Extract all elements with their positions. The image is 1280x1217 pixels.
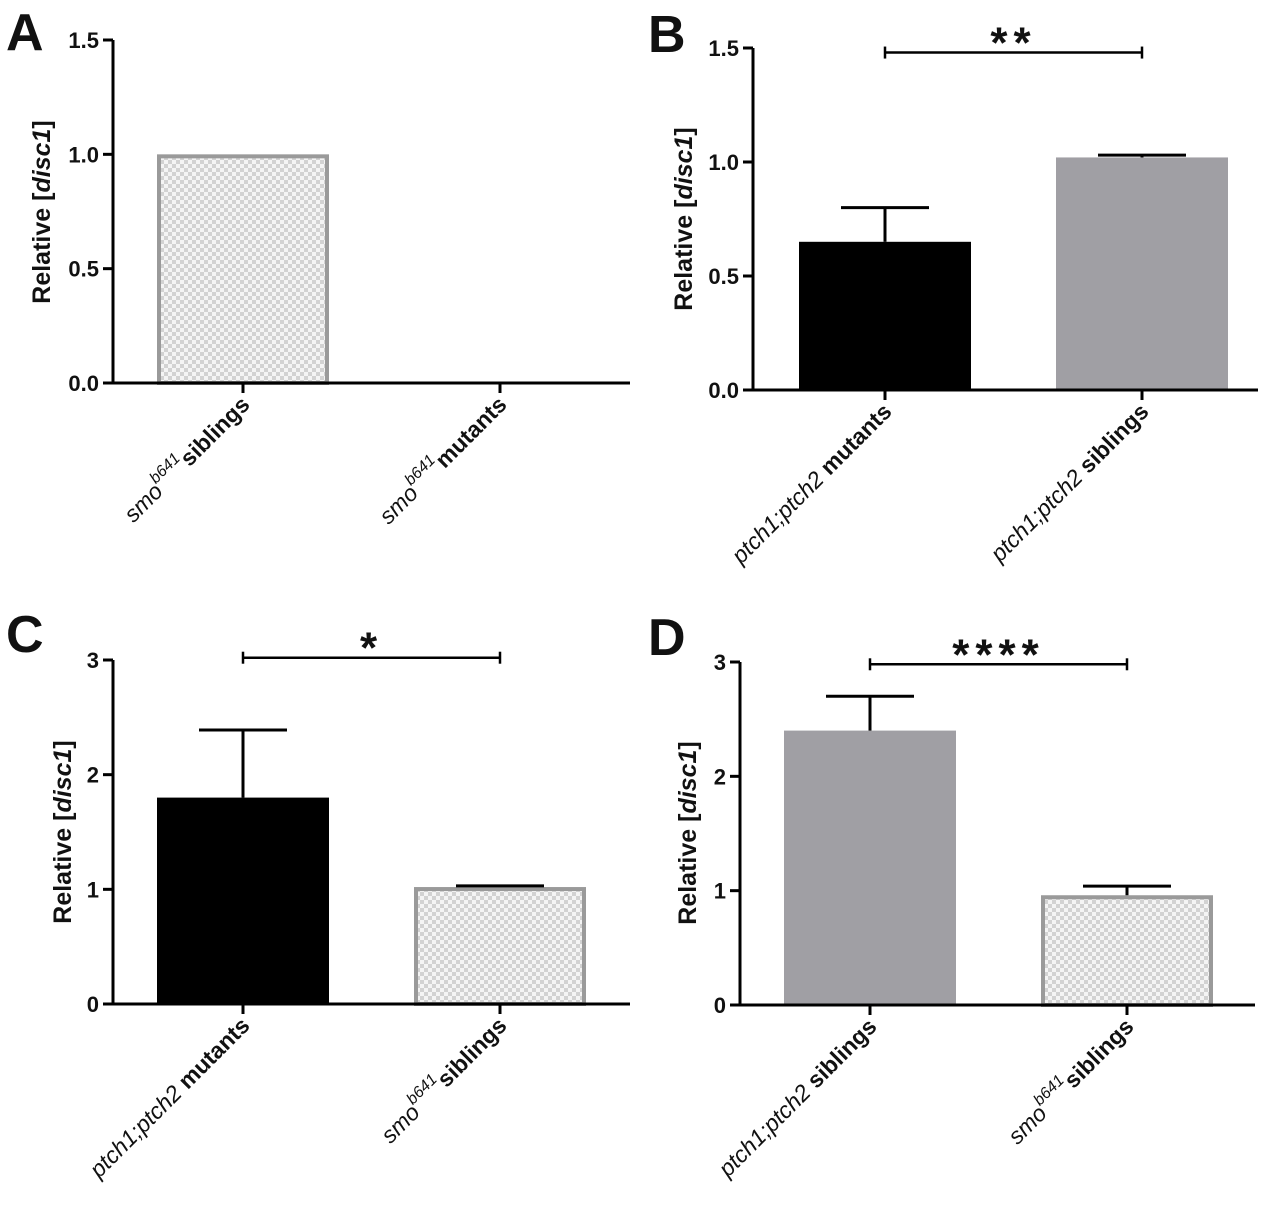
category-label: smob641 siblings: [373, 1009, 512, 1148]
y-tick-label: 0.0: [68, 371, 99, 396]
y-tick-label: 0.5: [708, 264, 739, 289]
bar: [414, 887, 586, 1006]
category-label: ptch1;ptch2 mutants: [726, 398, 897, 569]
y-axis-label: Relative [disc1]: [674, 741, 702, 924]
category-label: ptch1;ptch2 siblings: [984, 398, 1153, 567]
y-tick-label: 1: [714, 879, 726, 904]
panel-letter: C: [6, 606, 44, 664]
y-tick-label: 0: [714, 993, 726, 1018]
category-label: smob641 siblings: [1000, 1010, 1139, 1149]
y-tick-label: 0: [87, 992, 99, 1017]
panel-d: D 0 1 2 3 Relative [disc1] ptch1;ptch2 sibling…: [648, 609, 1255, 1182]
category-label: smob641 mutants: [371, 388, 512, 529]
y-tick-label: 3: [714, 650, 726, 675]
bar: [157, 154, 329, 385]
significance-label: **: [990, 19, 1036, 68]
y-tick-label: 1.0: [68, 142, 99, 167]
bar: [1056, 157, 1228, 390]
bar: [784, 730, 956, 1005]
bar: [1041, 895, 1213, 1007]
panel-b: B 0.0 0.5 1.0 1.5 Relative [disc1] ptch1;ptch2…: [648, 6, 1258, 569]
panel-c: C 0 1 2 3 Relative [disc1] ptch1;ptch2 mutants…: [6, 606, 630, 1183]
panel-letter: D: [648, 609, 686, 667]
y-tick-label: 1.0: [708, 150, 739, 175]
y-tick-label: 3: [87, 648, 99, 673]
significance-label: ****: [952, 630, 1045, 679]
y-tick-label: 0.5: [68, 257, 99, 282]
y-tick-label: 1: [87, 877, 99, 902]
category-label: ptch1;ptch2 mutants: [84, 1012, 255, 1183]
panel-letter: B: [648, 6, 686, 64]
y-tick-label: 2: [714, 764, 726, 789]
category-label: ptch1;ptch2 siblings: [712, 1013, 881, 1182]
panel-letter: A: [6, 4, 44, 62]
category-label: smob641 siblings: [116, 388, 255, 527]
y-axis-label: Relative [disc1]: [49, 740, 77, 923]
bar: [799, 241, 971, 390]
y-tick-label: 0.0: [708, 378, 739, 403]
panel-a: A 0.0 0.5 1.0 1.5 Relative [disc1] smob641 sib…: [6, 4, 630, 529]
significance-label: *: [360, 624, 383, 673]
y-tick-label: 1.5: [68, 28, 99, 53]
bar: [157, 797, 329, 1004]
y-axis-label: Relative [disc1]: [28, 120, 56, 303]
y-tick-label: 1.5: [708, 36, 739, 61]
y-axis-label: Relative [disc1]: [670, 127, 698, 310]
y-tick-label: 2: [87, 763, 99, 788]
